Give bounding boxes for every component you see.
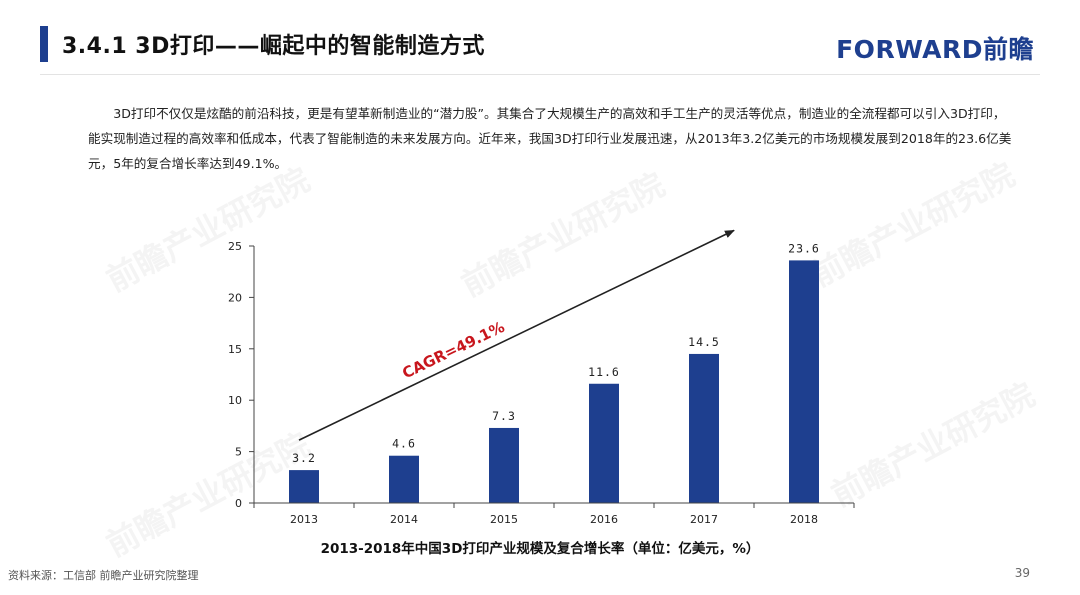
header-divider xyxy=(40,74,1040,75)
y-tick-label: 15 xyxy=(228,343,242,356)
data-label: 7.3 xyxy=(492,409,516,423)
bar xyxy=(489,427,519,503)
chart-caption: 2013-2018年中国3D打印产业规模及复合增长率（单位：亿美元，%） xyxy=(320,541,760,557)
cagr-annotation: CAGR=49.1% xyxy=(399,318,507,382)
y-tick-label: 20 xyxy=(228,291,242,304)
data-label: 3.2 xyxy=(292,451,316,465)
y-tick-label: 10 xyxy=(228,394,242,407)
x-tick-label: 2015 xyxy=(490,513,518,526)
data-label: 23.6 xyxy=(788,241,820,255)
bar xyxy=(589,383,619,503)
header-accent-bar xyxy=(40,26,48,62)
data-label: 14.5 xyxy=(688,335,720,349)
y-tick-label: 25 xyxy=(228,240,242,253)
data-label: 11.6 xyxy=(588,365,620,379)
x-tick-label: 2018 xyxy=(790,513,818,526)
y-tick-label: 0 xyxy=(235,497,242,510)
brand-logo: FORWARD前瞻 xyxy=(836,35,1034,64)
y-tick-label: 5 xyxy=(235,446,242,459)
source-note: 资料来源：工信部 前瞻产业研究院整理 xyxy=(8,569,199,582)
x-tick-label: 2016 xyxy=(590,513,618,526)
bar xyxy=(789,260,819,503)
bar xyxy=(289,470,319,503)
page-number: 39 xyxy=(1014,566,1030,580)
x-tick-label: 2014 xyxy=(390,513,418,526)
bar xyxy=(389,455,419,503)
cagr-trend-arrow xyxy=(298,229,735,441)
x-tick-label: 2017 xyxy=(690,513,718,526)
bar xyxy=(689,353,719,503)
intro-paragraph: 3D打印不仅仅是炫酷的前沿科技，更是有望革新制造业的“潜力股”。其集合了大规模生… xyxy=(88,106,1012,171)
x-tick-label: 2013 xyxy=(290,513,318,526)
data-label: 4.6 xyxy=(392,437,416,451)
page-title: 3.4.1 3D打印——崛起中的智能制造方式 xyxy=(62,34,485,59)
